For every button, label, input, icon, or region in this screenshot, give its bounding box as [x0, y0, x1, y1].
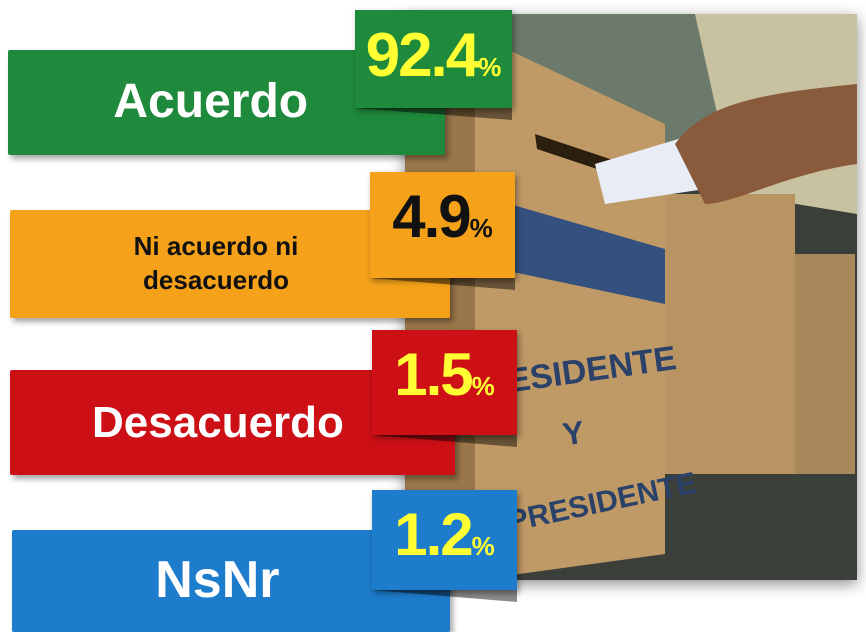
infographic: PRESIDENTE Y VICEPRESIDENTE Acuerdo92.4%… [0, 0, 866, 632]
label-text: Desacuerdo [92, 394, 344, 451]
fold [370, 278, 515, 290]
value-box: 1.5% [372, 330, 517, 435]
label-text: NsNr [155, 547, 279, 615]
fold [355, 108, 512, 120]
value-text: 4.9 [392, 182, 469, 251]
fold [372, 590, 517, 602]
value-box: 1.2% [372, 490, 517, 590]
value-text: 1.5 [394, 340, 471, 409]
value-text: 1.2 [394, 500, 471, 569]
value-box: 4.9% [370, 172, 515, 278]
value-unit: % [470, 213, 493, 244]
value-box: 92.4% [355, 10, 512, 108]
value-unit: % [478, 52, 501, 83]
value-unit: % [472, 371, 495, 402]
label-text: Ni acuerdo ni desacuerdo [86, 230, 346, 298]
value-unit: % [472, 531, 495, 562]
value-text: 92.4 [366, 20, 479, 91]
label-text: Acuerdo [113, 71, 308, 133]
fold [372, 435, 517, 447]
